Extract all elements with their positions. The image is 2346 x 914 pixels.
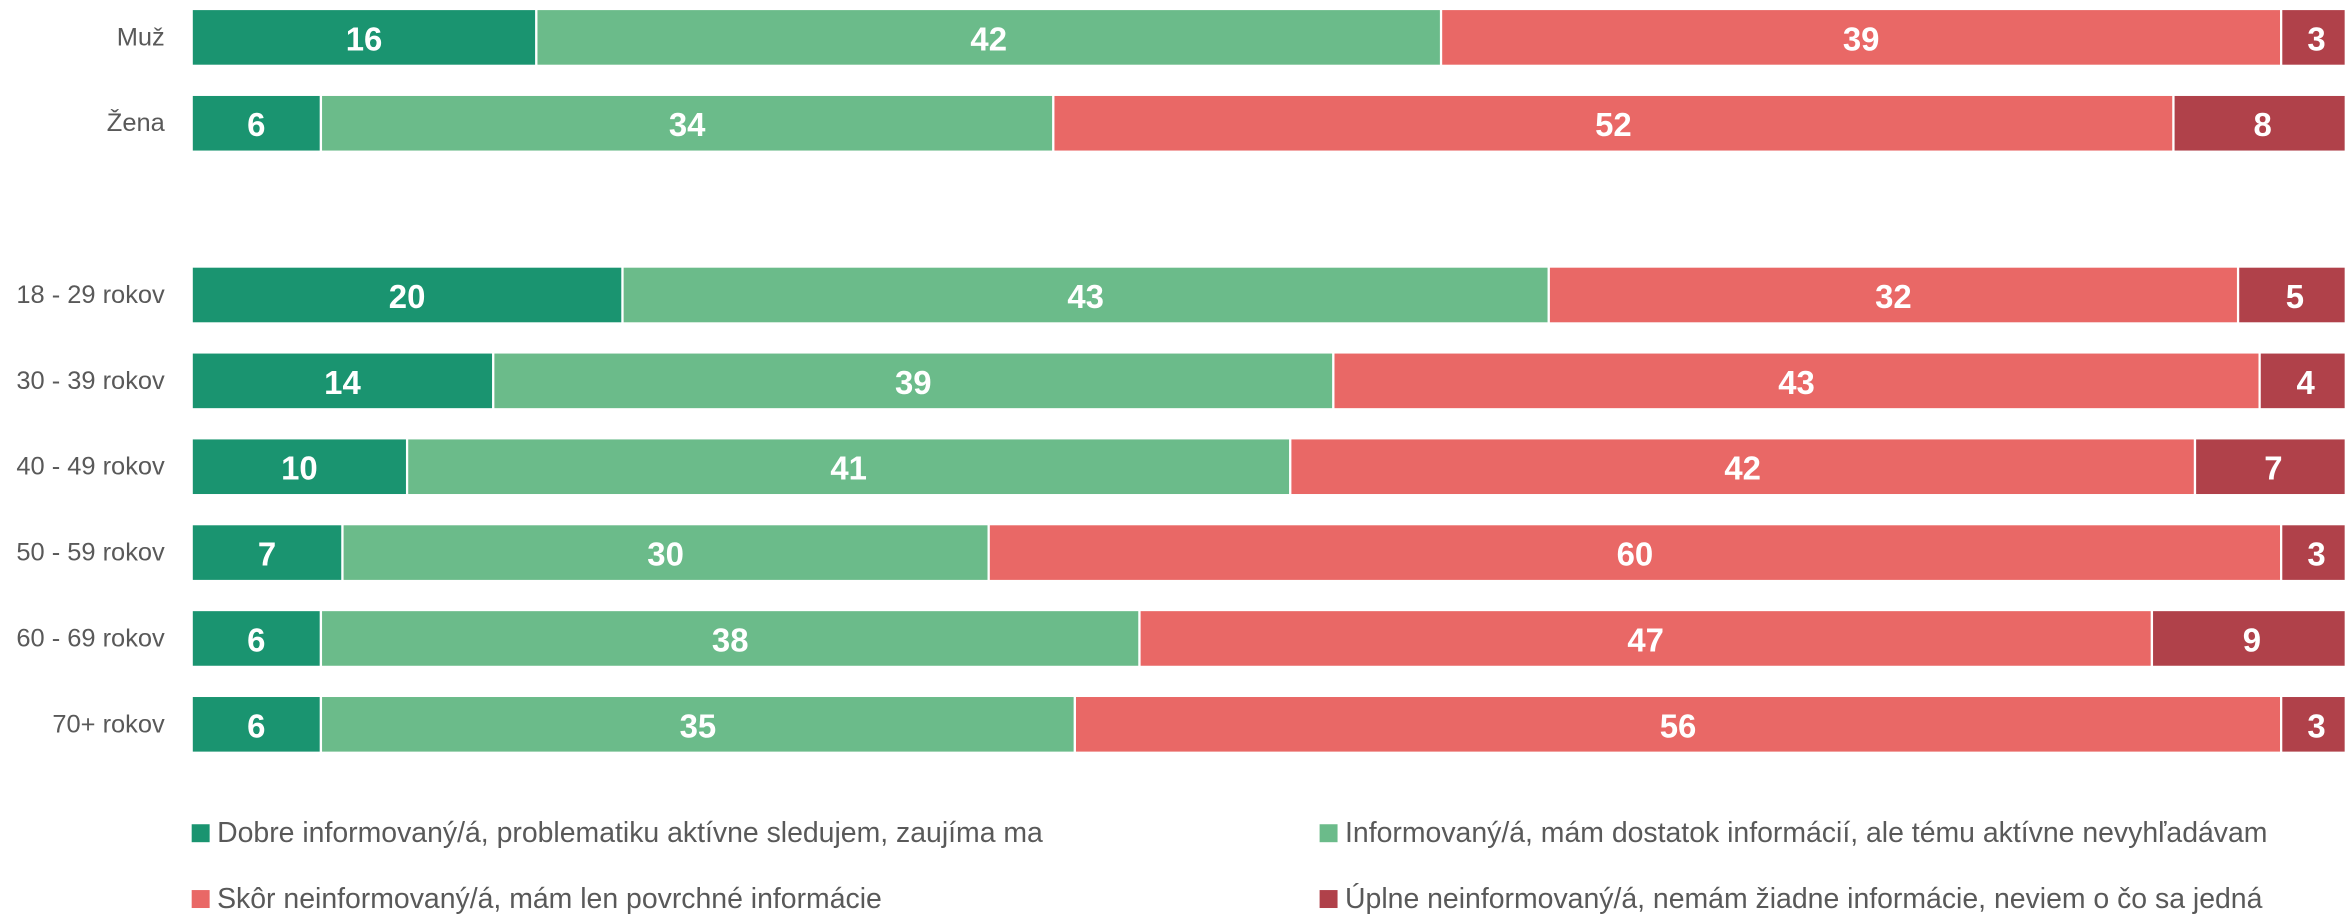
value-label: 39: [1843, 20, 1880, 57]
value-label: 16: [346, 20, 383, 57]
bar-segment: [1138, 608, 2154, 668]
bar-segment: [405, 437, 1292, 497]
value-label: 3: [2307, 20, 2325, 57]
bar-segment: [1073, 694, 2283, 754]
value-label: 9: [2243, 621, 2261, 658]
category-label: 70+ rokov: [52, 710, 165, 738]
value-label: 20: [389, 278, 426, 315]
value-label: 14: [324, 364, 361, 401]
bar-segment: [2172, 93, 2346, 153]
category-label: 30 - 39 rokov: [16, 367, 165, 395]
value-label: 60: [1617, 536, 1654, 573]
category-label: 60 - 69 rokov: [16, 624, 165, 652]
value-label: 52: [1595, 106, 1632, 143]
legend-label: Úplne neinformovaný/á, nemám žiadne info…: [1345, 883, 2263, 914]
value-label: 42: [970, 20, 1007, 57]
value-label: 6: [247, 621, 265, 658]
category-label: 40 - 49 rokov: [16, 453, 165, 481]
value-label: 6: [247, 707, 265, 744]
value-label: 6: [247, 106, 265, 143]
value-label: 43: [1067, 278, 1104, 315]
value-label: 34: [669, 106, 706, 143]
value-label: 41: [830, 450, 867, 487]
bar-segment: [190, 7, 538, 67]
bar-segment: [2258, 351, 2346, 411]
value-label: 30: [647, 536, 684, 573]
category-label: Žena: [107, 108, 166, 137]
category-label: 18 - 29 rokov: [16, 281, 165, 309]
bar-segment: [2236, 265, 2346, 325]
value-label: 38: [712, 621, 749, 658]
bar-segment: [1439, 7, 2283, 67]
bar-segment: [1052, 93, 2175, 153]
value-label: 3: [2307, 536, 2325, 573]
value-label: 39: [895, 364, 932, 401]
bar-segment: [190, 93, 323, 153]
bar-segment: [492, 351, 1335, 411]
value-label: 47: [1627, 621, 1664, 658]
bar-segment: [535, 7, 1443, 67]
bar-segment: [2150, 608, 2346, 668]
value-label: 5: [2286, 278, 2304, 315]
value-label: 10: [281, 450, 318, 487]
legend-swatch: [191, 890, 210, 909]
value-label: 3: [2307, 707, 2325, 744]
value-label: 56: [1660, 707, 1697, 744]
value-label: 42: [1724, 450, 1761, 487]
legend-label: Informovaný/á, mám dostatok informácií, …: [1345, 817, 2267, 849]
legend-label: Dobre informovaný/á, problematiku aktívn…: [217, 817, 1043, 849]
bar-segment: [190, 523, 344, 583]
legend-label: Skôr neinformovaný/á, mám len povrchné i…: [217, 883, 882, 914]
bar-segment: [1289, 437, 2197, 497]
bar-segment: [190, 351, 495, 411]
value-label: 7: [2264, 450, 2282, 487]
bar-segment: [190, 608, 323, 668]
category-label: 50 - 59 rokov: [16, 539, 165, 567]
value-label: 35: [680, 707, 717, 744]
bar-segment: [190, 265, 624, 325]
value-label: 4: [2297, 364, 2316, 401]
value-label: 43: [1778, 364, 1815, 401]
legend-swatch: [191, 824, 210, 843]
value-label: 32: [1875, 278, 1912, 315]
legend-swatch: [1319, 890, 1338, 909]
bar-segment: [190, 694, 323, 754]
bar-segment: [341, 523, 990, 583]
value-label: 8: [2253, 106, 2271, 143]
value-label: 7: [258, 536, 276, 573]
bar-segment: [2193, 437, 2346, 497]
category-label: Muž: [117, 23, 165, 51]
bar-segment: [621, 265, 1550, 325]
bar-segment: [319, 93, 1055, 153]
legend-swatch: [1319, 824, 1338, 843]
bar-segment: [987, 523, 2283, 583]
bar-segment: [190, 437, 409, 497]
